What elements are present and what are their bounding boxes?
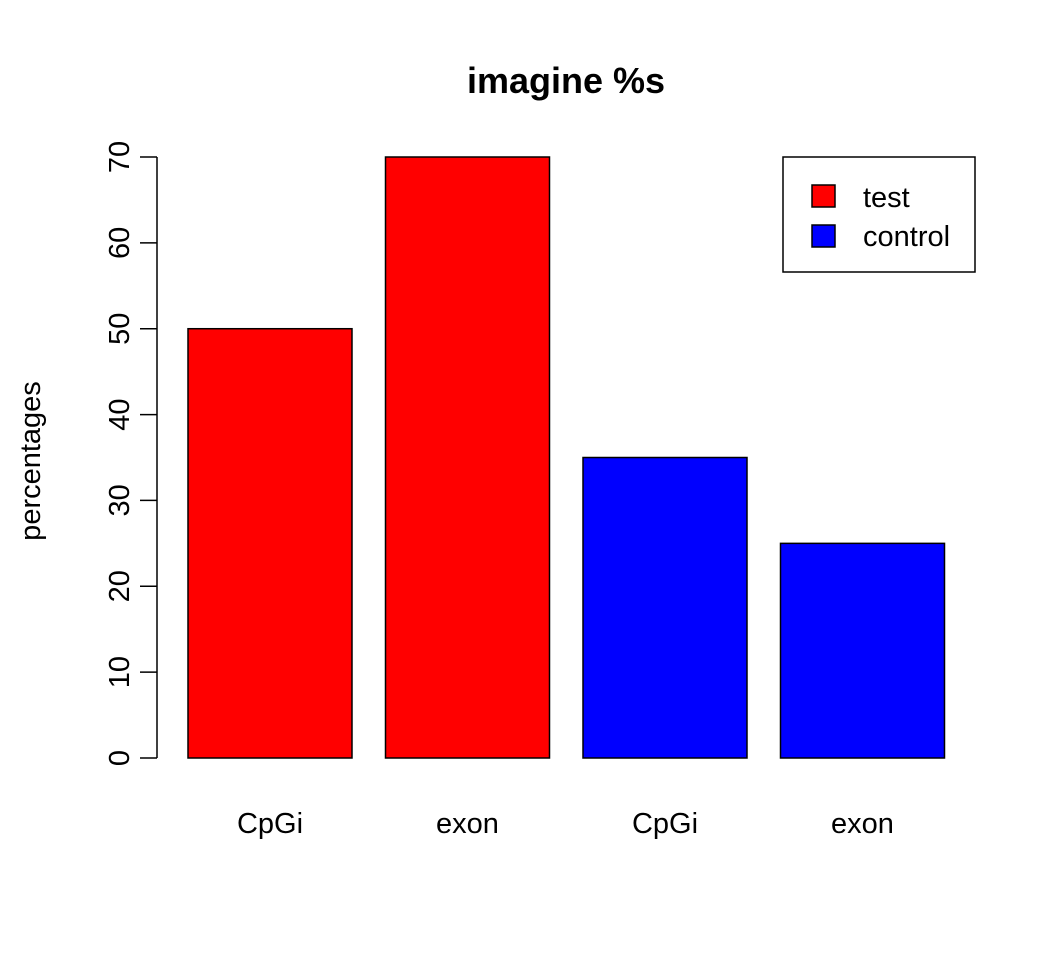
legend-label-test: test	[863, 182, 910, 214]
x-tick-label: CpGi	[632, 808, 698, 840]
y-tick-label: 20	[104, 570, 136, 602]
bar	[384, 156, 551, 759]
bar	[779, 542, 946, 759]
bar	[187, 327, 353, 759]
x-tick-labels: CpGi exon CpGi exon	[237, 808, 894, 840]
y-axis-label: percentages	[15, 381, 47, 541]
x-tick-label: exon	[831, 808, 894, 840]
x-tick-label: CpGi	[237, 808, 303, 840]
y-tick-label: 30	[104, 484, 136, 516]
legend-label-control: control	[863, 221, 950, 253]
legend-box	[782, 156, 976, 273]
legend: test control	[782, 156, 976, 273]
y-tick-label: 10	[104, 656, 136, 688]
y-axis: 0 10 20 30 40 50 60 70	[104, 141, 158, 766]
chart-title: imagine %s	[467, 60, 665, 101]
y-tick-label: 70	[104, 141, 136, 173]
bars	[187, 156, 946, 759]
y-tick-label: 60	[104, 227, 136, 259]
x-tick-label: exon	[436, 808, 499, 840]
bar	[582, 456, 748, 759]
legend-swatch-control	[811, 224, 836, 248]
y-tick-label: 0	[104, 750, 136, 766]
legend-swatch-test	[811, 184, 836, 208]
y-tick-label: 50	[104, 313, 136, 345]
y-tick-label: 40	[104, 398, 136, 430]
